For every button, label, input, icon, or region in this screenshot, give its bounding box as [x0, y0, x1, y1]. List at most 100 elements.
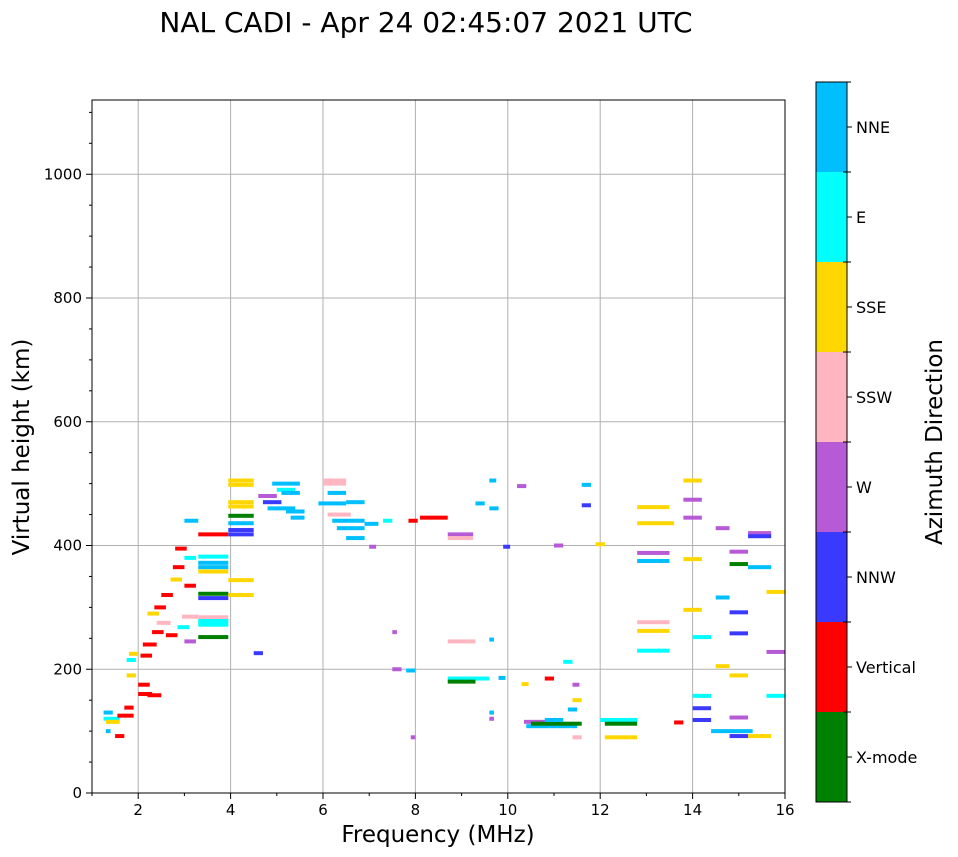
echo-trace-sse — [604, 735, 638, 740]
echo-trace-vertical — [165, 633, 178, 638]
echo-trace-vertical — [674, 720, 684, 725]
echo-trace-sse — [521, 682, 529, 687]
echo-trace-x-mode — [729, 562, 749, 567]
echo-trace-nne — [567, 707, 578, 712]
echo-trace-e — [766, 693, 785, 698]
echo-trace-sse — [128, 651, 139, 656]
echo-trace-vertical — [138, 692, 153, 696]
echo-trace-sse — [228, 593, 254, 597]
echo-trace-sse — [683, 478, 702, 483]
echo-trace-nnw — [198, 596, 229, 601]
echo-trace-ssw — [323, 478, 347, 483]
colorbar-swatch — [816, 442, 847, 532]
echo-trace-e — [184, 555, 196, 560]
echo-trace-e — [103, 716, 120, 721]
echo-trace-w — [766, 649, 785, 654]
echo-trace-nne — [711, 729, 753, 734]
echo-trace-nnw — [729, 610, 749, 615]
echo-trace-nne — [526, 724, 578, 729]
echo-trace-sse — [105, 719, 120, 724]
echo-trace-sse — [228, 482, 254, 487]
x-tick-label: 4 — [226, 801, 236, 819]
echo-trace-nnw — [503, 544, 511, 549]
echo-trace-e — [177, 625, 190, 630]
x-tick-label: 14 — [683, 801, 702, 819]
echo-trace-e — [637, 648, 670, 653]
echo-trace-nnw — [692, 717, 712, 722]
echo-trace-nne — [267, 506, 296, 511]
axes: 2 4 6 8 10 12 14 16 0 200 400 600 800 1000 — [44, 111, 795, 819]
echo-trace-x-mode — [604, 721, 638, 726]
echo-trace-vertical — [184, 583, 196, 588]
echo-trace-ssw — [323, 481, 347, 486]
echo-trace-ssw — [447, 639, 476, 644]
echo-trace-vertical — [198, 532, 229, 537]
echo-trace-nnw — [729, 734, 749, 739]
echo-trace-w — [410, 735, 416, 740]
colorbar-title: Azimuth Direction — [922, 339, 948, 545]
echo-trace-x-mode — [447, 679, 476, 684]
echo-trace-nne — [332, 518, 365, 523]
echo-trace-w — [392, 667, 402, 672]
echo-trace-sse — [228, 478, 254, 483]
x-tick-label: 2 — [133, 801, 143, 819]
y-tick-label: 400 — [53, 537, 82, 555]
echo-trace-sse — [637, 521, 675, 526]
echo-trace-sse — [228, 578, 254, 583]
echo-trace-sse — [595, 542, 605, 547]
echo-trace-w — [748, 531, 772, 536]
echo-trace-sse — [228, 504, 254, 509]
echo-trace-w — [184, 639, 196, 644]
echo-trace-vertical — [140, 653, 153, 658]
echo-trace-e — [383, 518, 393, 523]
echo-trace-nnw — [729, 631, 749, 636]
echo-trace-e — [692, 635, 712, 640]
echo-trace-nne — [286, 509, 305, 514]
x-tick-label: 12 — [591, 801, 610, 819]
echo-trace-w — [683, 497, 702, 502]
echo-trace-sse — [683, 557, 702, 562]
echo-trace-nne — [489, 478, 497, 483]
echo-trace-nne — [336, 526, 365, 531]
echo-trace-nne — [581, 482, 591, 487]
colorbar: X-mode Vertical NNW W SSW SSE E NNE — [815, 81, 917, 803]
echo-trace-sse — [715, 664, 730, 669]
echo-trace-sse — [683, 607, 702, 612]
y-tick-label: 1000 — [44, 165, 82, 183]
colorbar-label: W — [856, 478, 872, 497]
echo-trace-nne — [364, 521, 379, 526]
echo-trace-vertical — [544, 676, 554, 681]
echo-trace-vertical — [175, 546, 187, 551]
colorbar-label: E — [856, 208, 866, 227]
echo-trace-ssw — [198, 615, 229, 620]
x-tick-label: 16 — [775, 801, 794, 819]
echo-trace-nnw — [748, 534, 772, 539]
echo-trace-w — [572, 682, 580, 687]
echo-trace-nne — [281, 490, 300, 495]
echo-trace-nnw — [692, 706, 712, 711]
echo-trace-nne — [198, 565, 229, 570]
echo-trace-w — [489, 716, 494, 721]
data-layer — [103, 478, 785, 740]
echo-trace-w — [729, 715, 749, 720]
echo-trace-nne — [748, 565, 772, 570]
echo-trace-nne — [105, 729, 111, 734]
colorbar-label: SSE — [856, 298, 886, 317]
echo-trace-vertical — [161, 593, 173, 597]
colorbar-label: NNW — [856, 568, 896, 587]
echo-trace-nne — [198, 560, 229, 565]
colorbar-label: SSW — [856, 388, 892, 407]
echo-trace-nne — [346, 500, 365, 505]
echo-trace-ssw — [327, 512, 351, 517]
echo-trace-nnw — [581, 503, 591, 508]
colorbar-label: X-mode — [856, 748, 917, 767]
colorbar-swatch — [816, 532, 847, 622]
echo-trace-sse — [126, 673, 136, 678]
echo-trace-nnw — [228, 532, 254, 537]
echo-trace-sse — [637, 628, 670, 633]
x-tick-label: 6 — [318, 801, 328, 819]
echo-trace-nne — [475, 501, 485, 506]
echo-trace-sse — [198, 569, 229, 574]
echo-trace-nne — [637, 558, 670, 563]
